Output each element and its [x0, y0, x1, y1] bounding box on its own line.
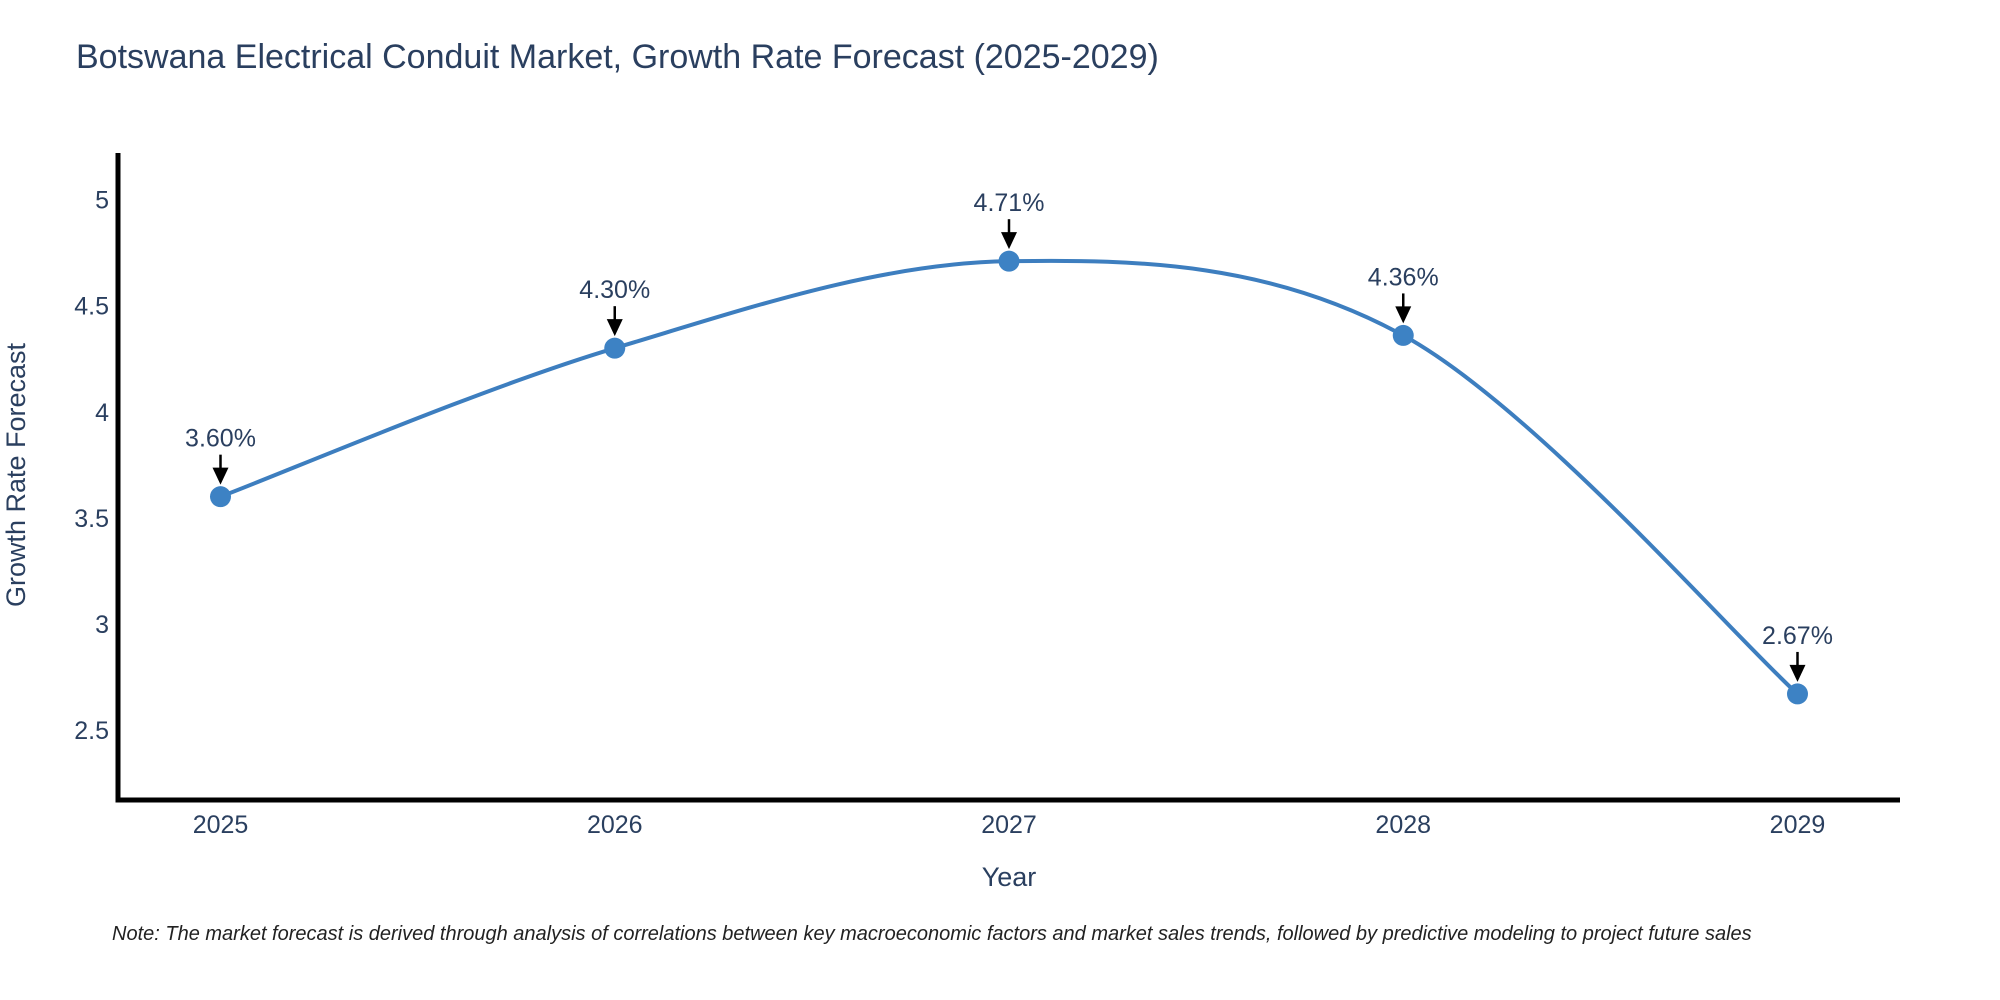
footnote: Note: The market forecast is derived thr… [112, 923, 1752, 945]
annotation-label: 4.30% [579, 276, 650, 304]
y-tick-label: 2.5 [74, 717, 109, 745]
data-point-marker [210, 486, 232, 508]
y-axis-title: Growth Rate Forecast [1, 342, 31, 607]
annotation-label: 4.71% [974, 189, 1045, 217]
y-tick-label: 4 [95, 399, 109, 427]
data-point-marker [1786, 683, 1808, 705]
y-tick-label: 5 [95, 187, 109, 215]
y-tick-label: 3 [95, 611, 109, 639]
forecast-line [219, 258, 1799, 696]
axis-lines [115, 153, 1900, 803]
annotation-label: 3.60% [185, 425, 256, 453]
x-tick-label: 2027 [981, 811, 1037, 839]
annotation-arrow-head [1395, 306, 1412, 324]
chart-title: Botswana Electrical Conduit Market, Grow… [76, 38, 1159, 76]
y-tick-label: 4.5 [74, 293, 109, 321]
x-tick-label: 2028 [1375, 811, 1431, 839]
annotation-label: 4.36% [1368, 263, 1439, 291]
data-point-marker [604, 337, 626, 359]
data-point-marker [1392, 324, 1414, 346]
x-tick-label: 2029 [1770, 811, 1826, 839]
x-tick-label: 2026 [587, 811, 643, 839]
annotation-arrow-head [212, 467, 229, 485]
annotation-arrow-head [606, 319, 623, 337]
x-axis-title: Year [982, 862, 1037, 892]
y-tick-label: 3.5 [74, 505, 109, 533]
annotation-arrow-head [1001, 232, 1017, 250]
annotation-arrow-head [1789, 664, 1806, 682]
data-point-marker [998, 250, 1020, 272]
x-tick-label: 2025 [193, 811, 249, 839]
annotation-label: 2.67% [1762, 622, 1833, 650]
